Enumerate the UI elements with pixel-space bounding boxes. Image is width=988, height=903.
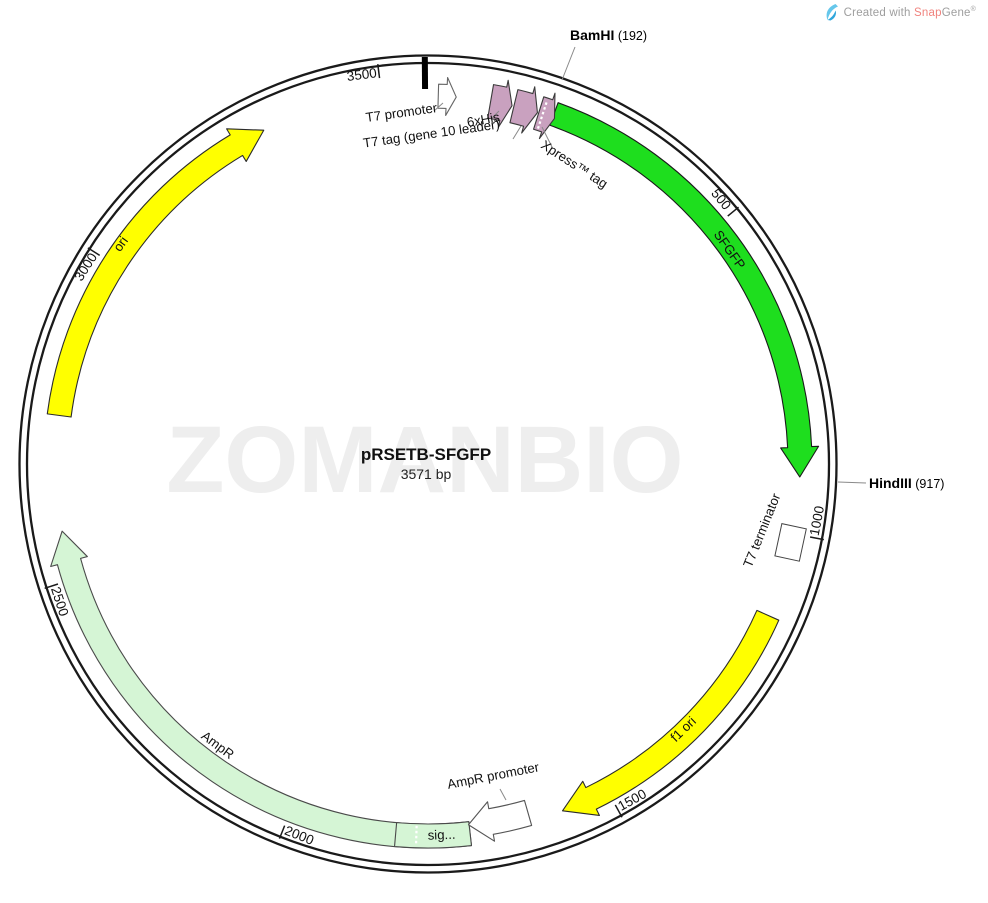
feature-arc-sig: [393, 821, 473, 849]
site-label-hindiii: HindIII (917): [869, 475, 944, 491]
tick-1500: [614, 804, 623, 818]
feature-arc-t7-promoter-arrow: [437, 76, 457, 116]
feature-divider-sig: [414, 825, 418, 846]
feature-arc-sfgfp: [549, 102, 820, 478]
credit-text: Created with SnapGene®: [843, 6, 976, 19]
feature-divider-xpress-arrow: [536, 99, 549, 129]
bamhi-line: [561, 46, 576, 81]
credit-brand-snap: Snap: [914, 6, 942, 19]
tick-3000: [87, 247, 101, 256]
plasmid-title-group: pRSETB-SFGFP 3571 bp: [361, 445, 491, 482]
snapgene-credit: Created with SnapGene®: [825, 4, 976, 21]
restriction-sites: BamHI (192) HindIII (917): [561, 27, 944, 491]
extra-shapes: [774, 523, 807, 562]
watermark-text: ZOMANBIO: [166, 407, 683, 513]
site-label-bamhi: BamHI (192): [570, 27, 647, 43]
label-sixhis: 6xHis: [466, 109, 501, 130]
feature-arc-ori: [46, 128, 265, 418]
tick-2500: [44, 583, 59, 590]
t7-tag-line: [512, 125, 522, 140]
plasmid-size: 3571 bp: [401, 466, 452, 482]
feature-arc-f1ori: [561, 609, 780, 816]
label-t7-terminator: T7 terminator: [740, 491, 784, 570]
feature-arc-t7tag-arrow: [509, 86, 538, 134]
terminator-box: [774, 523, 807, 562]
tick-label-3500: 3500: [346, 65, 378, 84]
feature-arc-label-ori: ori: [110, 234, 131, 255]
tick-500: [727, 206, 740, 217]
label-ampr-promoter: AmpR promoter: [446, 759, 541, 792]
plasmid-name: pRSETB-SFGFP: [361, 445, 491, 464]
snapgene-logo-icon: [826, 4, 838, 21]
tick-3500: [377, 64, 381, 79]
sixhis-line: [490, 110, 500, 120]
backbone-ring: [18, 54, 838, 874]
xpress-line: [541, 126, 553, 148]
credit-brand-gene: Gene: [941, 6, 971, 19]
feature-arc-label-sig: sig...: [427, 827, 455, 843]
tick-1000: [809, 536, 824, 541]
tick-label-1000: 1000: [807, 505, 827, 537]
feature-arc-ampr-promoter-arrow: [467, 799, 533, 842]
leader-lines: [433, 102, 553, 801]
feature-arc-ampr: [50, 530, 473, 849]
label-t7-promoter: T7 promoter: [365, 100, 439, 125]
tick-2000: [278, 825, 286, 839]
t7-promoter-line: [433, 102, 444, 112]
ring-outer: [18, 54, 838, 874]
ampr-promoter-line: [499, 788, 507, 801]
hindiii-line: [837, 481, 867, 484]
ring-inner: [25, 61, 831, 867]
